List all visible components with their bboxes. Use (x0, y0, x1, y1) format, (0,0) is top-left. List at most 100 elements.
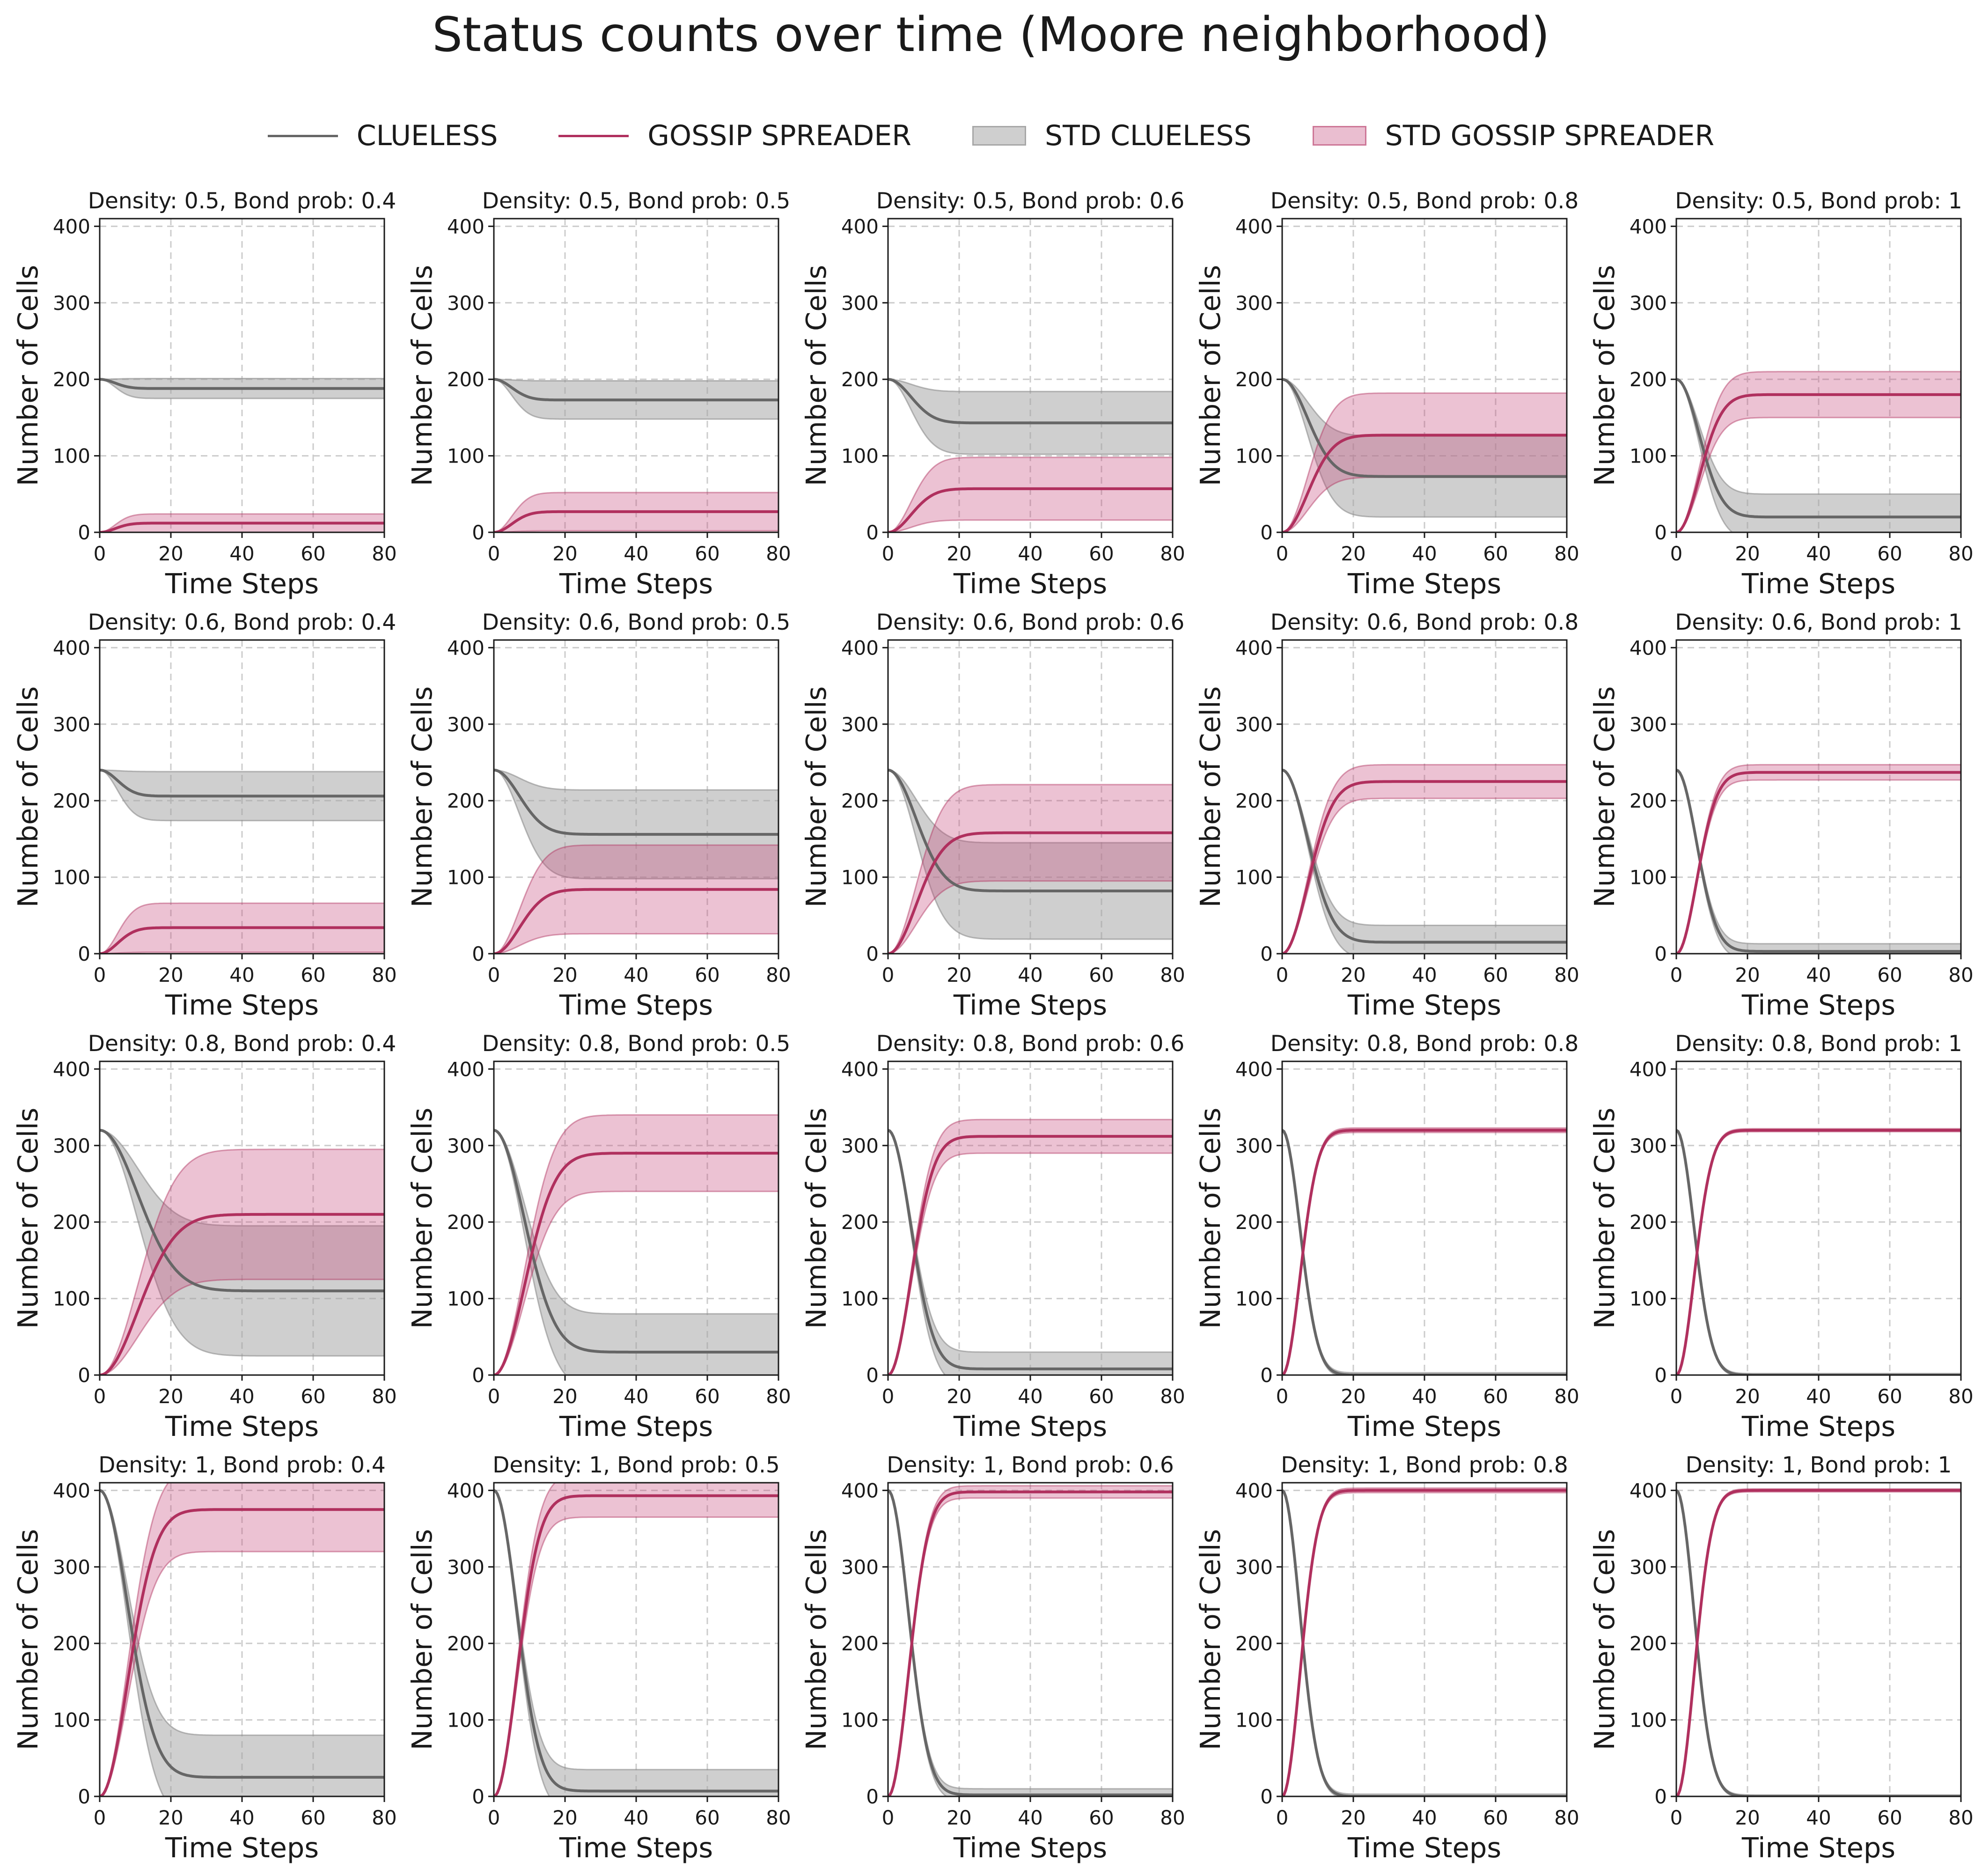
y-tick-label: 200 (447, 1632, 484, 1655)
y-tick-label: 400 (1235, 1058, 1273, 1081)
y-tick-label: 100 (447, 866, 484, 889)
y-tick-label: 100 (1235, 866, 1273, 889)
clueless-line (888, 1129, 1173, 1370)
std-clueless-band (1282, 1129, 1567, 1375)
x-tick-label: 40 (1806, 542, 1831, 565)
panel-17: 0 20 40 60 80 0 100 200 300 400 Time Steps Number o… (406, 1452, 791, 1864)
x-axis-label: Time Steps (953, 989, 1107, 1021)
panel-19: 0 20 40 60 80 0 100 200 300 400 Time Steps Number o… (1194, 1452, 1579, 1864)
y-tick-label: 400 (53, 215, 90, 238)
x-tick-label: 80 (1160, 542, 1185, 565)
panel-1: 0 20 40 60 80 0 100 200 300 400 Time Steps Number o… (12, 188, 397, 600)
x-tick-label: 0 (882, 964, 895, 986)
y-axis-label: Number of Cells (406, 686, 438, 907)
y-tick-label: 0 (472, 942, 484, 965)
std-gossip-spreader-band (1676, 1488, 1961, 1796)
std-gossip-spreader-band (1282, 764, 1567, 954)
y-tick-label: 400 (53, 1058, 90, 1081)
x-tick-label: 60 (301, 542, 325, 565)
std-gossip-spreader-band (100, 1483, 384, 1796)
y-tick-label: 200 (53, 1211, 90, 1234)
x-tick-label: 40 (1412, 1385, 1437, 1408)
legend-item-clueless: CLUELESS (267, 119, 498, 152)
y-tick-label: 0 (1260, 521, 1273, 544)
gossip-spreader-line (888, 487, 1173, 532)
y-tick-label: 0 (1654, 1364, 1667, 1387)
y-tick-label: 400 (447, 215, 484, 238)
y-tick-label: 200 (1630, 1632, 1667, 1655)
y-tick-label: 400 (1235, 215, 1273, 238)
x-tick-label: 20 (1735, 542, 1760, 565)
x-tick-label: 40 (624, 1806, 648, 1829)
y-tick-label: 200 (841, 789, 879, 812)
x-tick-label: 20 (947, 964, 971, 986)
std-gossip-spreader-band (888, 1118, 1173, 1375)
legend-label-gossip-spreader: GOSSIP SPREADER (647, 119, 911, 152)
x-tick-label: 20 (552, 1385, 577, 1408)
y-tick-label: 100 (53, 445, 90, 468)
y-tick-label: 100 (1235, 445, 1273, 468)
x-tick-label: 0 (94, 1806, 106, 1829)
x-tick-label: 80 (1554, 542, 1579, 565)
x-tick-label: 20 (552, 542, 577, 565)
x-tick-label: 80 (766, 964, 791, 986)
y-tick-label: 100 (53, 1287, 90, 1310)
gossip-spreader-line (100, 926, 384, 954)
y-tick-label: 0 (1260, 1364, 1273, 1387)
gossip-spreader-line (494, 510, 778, 532)
y-tick-label: 400 (841, 636, 879, 659)
x-tick-label: 40 (1018, 964, 1042, 986)
panel-12: 0 20 40 60 80 0 100 200 300 400 Time Steps Number o… (406, 1031, 791, 1442)
y-tick-label: 400 (1630, 1479, 1667, 1502)
panel-18: 0 20 40 60 80 0 100 200 300 400 Time Steps Number o… (800, 1452, 1185, 1864)
x-tick-label: 60 (1877, 1806, 1902, 1829)
std-clueless-band (888, 1129, 1173, 1375)
y-tick-label: 400 (841, 1058, 879, 1081)
y-tick-label: 300 (1630, 1134, 1667, 1157)
gossip-spreader-line (1676, 1489, 1961, 1796)
x-tick-label: 0 (882, 1806, 895, 1829)
x-tick-label: 40 (1412, 1806, 1437, 1829)
clueless-line (888, 378, 1173, 425)
x-tick-label: 80 (1948, 542, 1973, 565)
y-tick-label: 0 (866, 1364, 879, 1387)
legend-swatch-clueless (267, 134, 338, 137)
clueless-line (1676, 769, 1961, 953)
panel-title: Density: 0.8, Bond prob: 0.4 (88, 1031, 396, 1057)
panel-20: 0 20 40 60 80 0 100 200 300 400 Time Steps Number o… (1588, 1452, 1974, 1864)
std-clueless-band (1282, 769, 1567, 954)
y-tick-label: 200 (53, 789, 90, 812)
y-axis-label: Number of Cells (406, 1108, 438, 1329)
std-gossip-spreader-band (1676, 764, 1961, 954)
x-tick-label: 20 (1735, 964, 1760, 986)
y-tick-label: 200 (1630, 789, 1667, 812)
y-axis-label: Number of Cells (1588, 1108, 1621, 1329)
x-tick-label: 80 (1554, 1385, 1579, 1408)
x-tick-label: 40 (1018, 1806, 1042, 1829)
y-tick-label: 300 (447, 292, 484, 315)
x-tick-label: 40 (229, 542, 254, 565)
legend-label-std-clueless: STD CLUELESS (1044, 119, 1252, 152)
y-tick-label: 400 (447, 1058, 484, 1081)
x-tick-label: 80 (1948, 964, 1973, 986)
x-tick-label: 60 (1483, 1385, 1508, 1408)
legend: CLUELESS GOSSIP SPREADER STD CLUELESS ST… (0, 112, 1982, 159)
x-axis-label: Time Steps (559, 1832, 713, 1864)
x-tick-label: 80 (1160, 964, 1185, 986)
x-tick-label: 0 (94, 542, 106, 565)
x-axis-label: Time Steps (1741, 989, 1895, 1021)
y-tick-label: 0 (78, 1785, 90, 1808)
panel-title: Density: 0.5, Bond prob: 0.4 (88, 188, 396, 214)
x-tick-label: 60 (695, 964, 719, 986)
x-tick-label: 20 (1341, 1806, 1365, 1829)
gossip-spreader-line (1676, 771, 1961, 954)
y-tick-label: 200 (1630, 368, 1667, 391)
y-axis-label: Number of Cells (12, 1529, 44, 1750)
y-tick-label: 0 (472, 521, 484, 544)
panel-title: Density: 0.5, Bond prob: 0.5 (482, 188, 790, 214)
x-tick-label: 80 (1554, 1806, 1579, 1829)
x-tick-label: 0 (488, 542, 500, 565)
y-tick-label: 0 (866, 1785, 879, 1808)
x-tick-label: 40 (229, 964, 254, 986)
y-tick-label: 0 (1260, 942, 1273, 965)
